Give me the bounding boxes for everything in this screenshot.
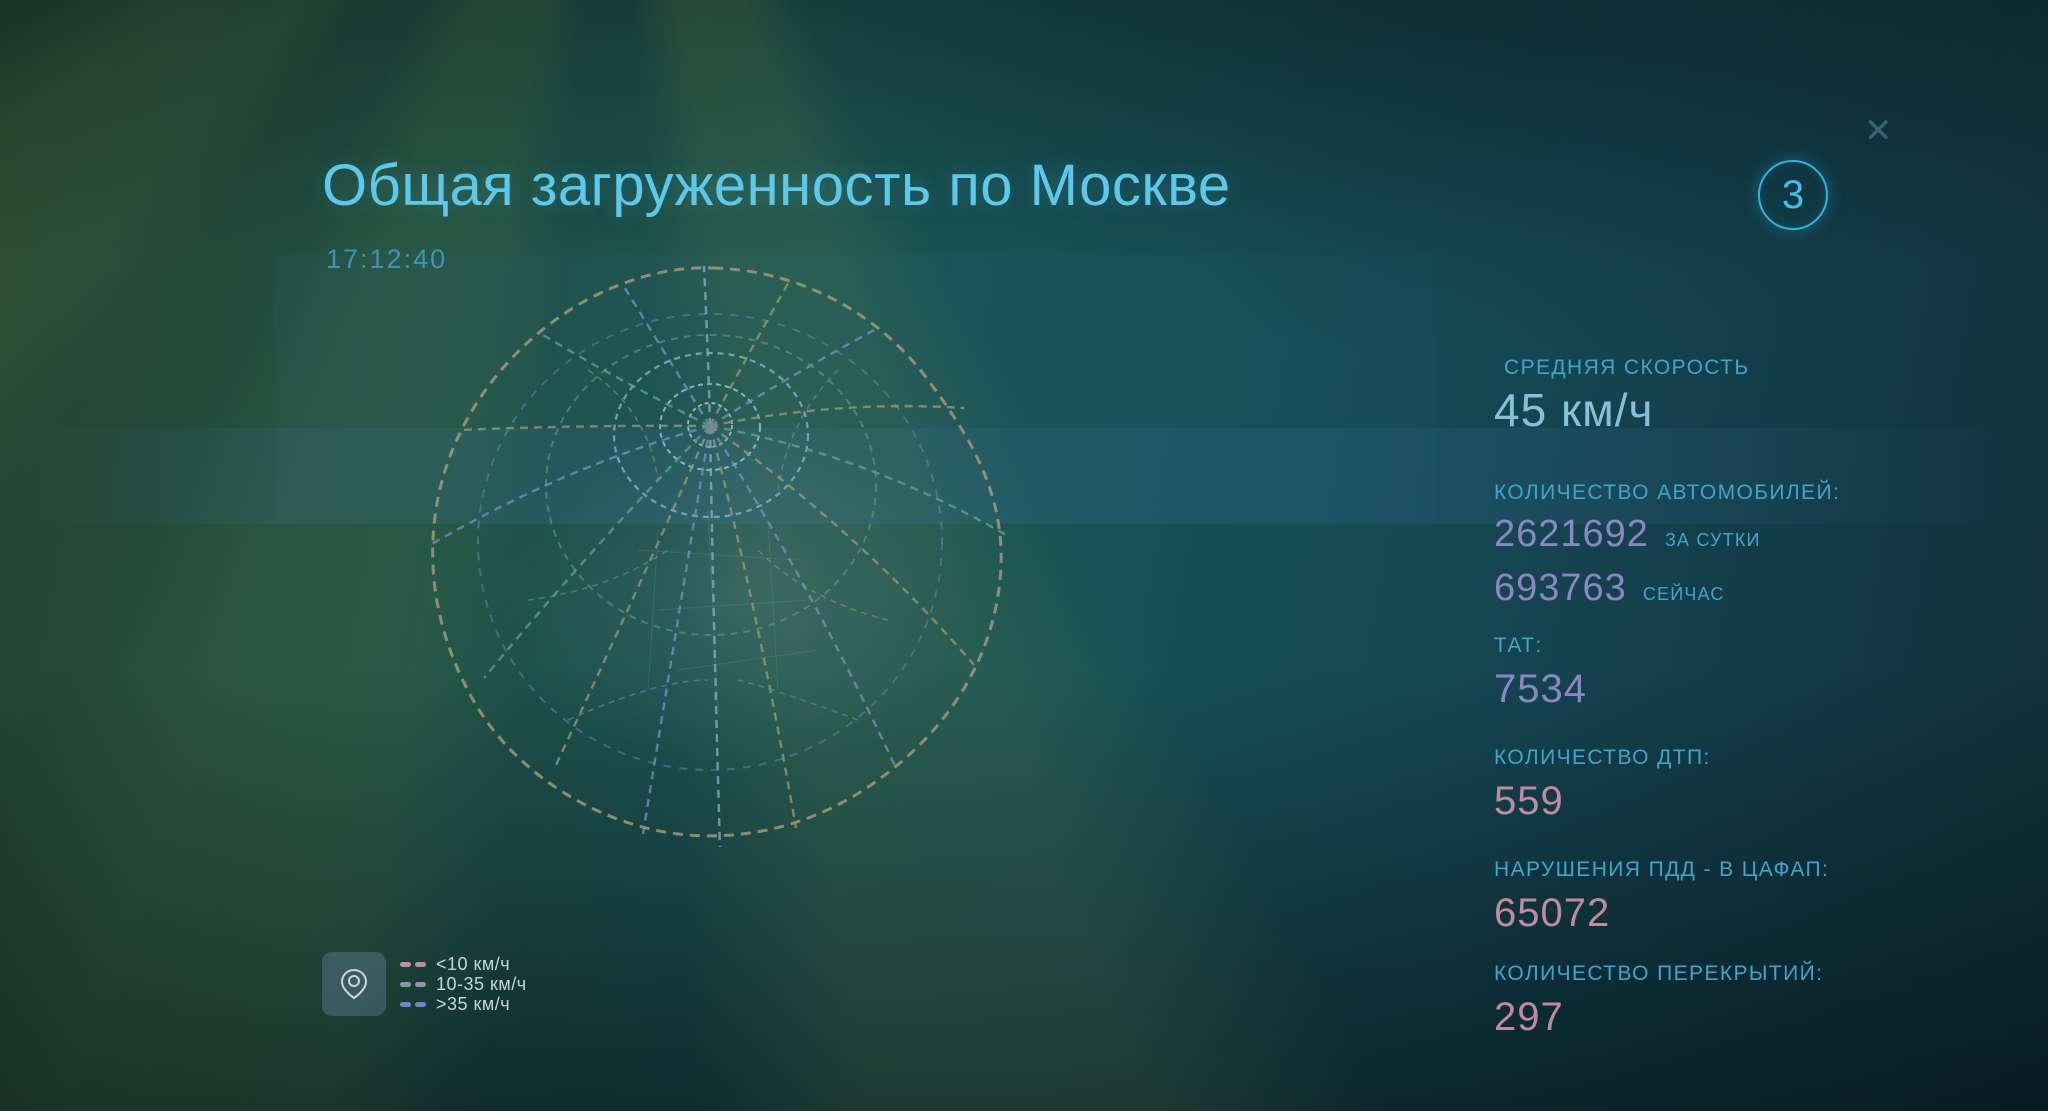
accidents-value: 559 [1494, 779, 1564, 824]
moscow-road-map [429, 265, 1009, 848]
legend-swatch-medium [400, 981, 426, 987]
closures-stat: КОЛИЧЕСТВО ПЕРЕКРЫТИЙ: 297 [1494, 962, 1974, 1040]
car-count-daily-unit: ЗА СУТКИ [1664, 529, 1761, 550]
accidents-stat: КОЛИЧЕСТВО ДТП: 559 [1494, 746, 1974, 824]
stats-panel: СРЕДНЯЯ СКОРОСТЬ 45 км/ч КОЛИЧЕСТВО АВТО… [1494, 356, 1974, 1040]
closures-value: 297 [1494, 995, 1564, 1040]
avg-speed-label: СРЕДНЯЯ СКОРОСТЬ [1504, 356, 1750, 379]
legend-item: >35 км/ч [400, 994, 527, 1014]
screen-number-badge: 3 [1758, 160, 1828, 230]
car-count-stat: КОЛИЧЕСТВО АВТОМОБИЛЕЙ: 2621692 ЗА СУТКИ… [1494, 481, 1974, 610]
legend-swatch-slow [400, 961, 426, 967]
legend-items: <10 км/ч 10-35 км/ч >35 км/ч [400, 952, 527, 1016]
car-count-now-value: 693763 [1494, 566, 1627, 609]
car-count-daily-row: 2621692 ЗА СУТКИ [1494, 513, 1974, 557]
car-count-now-row: 693763 СЕЙЧАС [1494, 567, 1974, 611]
violations-label: НАРУШЕНИЯ ПДД - В ЦАФАП: [1494, 858, 1830, 882]
legend-item: <10 км/ч [400, 954, 527, 974]
clock: 17:12:40 [326, 244, 448, 274]
legend-label: >35 км/ч [436, 993, 511, 1014]
legend-label: <10 км/ч [436, 953, 511, 974]
tat-stat: ТАТ: 7534 [1494, 634, 1974, 712]
tat-value: 7534 [1494, 667, 1587, 712]
car-count-daily-value: 2621692 [1494, 512, 1649, 555]
closures-label: КОЛИЧЕСТВО ПЕРЕКРЫТИЙ: [1494, 962, 1824, 986]
page-title: Общая загруженность по Москве [322, 153, 1231, 218]
map-pin-icon [322, 952, 386, 1016]
close-icon[interactable]: ✕ [1858, 108, 1899, 154]
legend-item: 10-35 км/ч [400, 974, 527, 994]
car-count-label: КОЛИЧЕСТВО АВТОМОБИЛЕЙ: [1494, 480, 1841, 504]
avg-speed-stat: СРЕДНЯЯ СКОРОСТЬ 45 км/ч [1494, 356, 1974, 437]
accidents-label: КОЛИЧЕСТВО ДТП: [1494, 746, 1711, 770]
violations-value: 65072 [1494, 891, 1611, 936]
legend-label: 10-35 км/ч [436, 973, 527, 994]
legend-swatch-fast [400, 1001, 426, 1007]
tat-label: ТАТ: [1494, 634, 1543, 658]
avg-speed-value: 45 км/ч [1494, 384, 1654, 436]
violations-stat: НАРУШЕНИЯ ПДД - В ЦАФАП: 65072 [1494, 858, 1974, 936]
legend: <10 км/ч 10-35 км/ч >35 км/ч [322, 952, 527, 1016]
car-count-now-unit: СЕЙЧАС [1642, 583, 1725, 604]
